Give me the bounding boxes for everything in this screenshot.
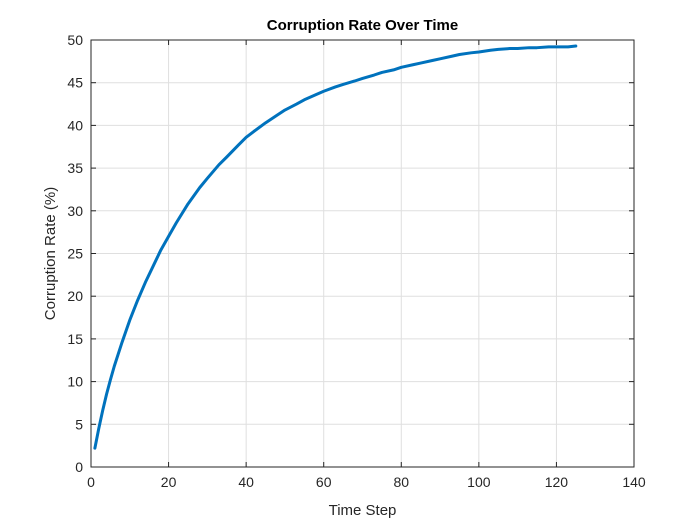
x-axis-label: Time Step [329,502,397,519]
x-tick-label: 0 [87,474,95,490]
y-tick-label: 40 [67,117,83,133]
y-tick-label: 20 [67,288,83,304]
series-line [93,44,578,450]
y-tick-label: 0 [75,459,83,475]
y-tick-label: 45 [67,75,83,91]
x-tick-label: 140 [622,474,646,490]
x-tick-label: 100 [467,474,491,490]
y-tick-label: 10 [67,374,83,390]
x-tick-label: 120 [545,474,569,490]
y-ticks: 0 5 10 15 20 25 30 35 40 45 50 [67,32,634,475]
y-tick-label: 35 [67,160,83,176]
y-axis-label: Corruption Rate (%) [42,187,59,320]
x-tick-label: 40 [238,474,254,490]
chart-title: Corruption Rate Over Time [267,17,458,34]
x-tick-label: 20 [161,474,177,490]
x-tick-label: 60 [316,474,332,490]
y-tick-label: 15 [67,331,83,347]
y-tick-label: 25 [67,246,83,262]
y-tick-label: 30 [67,203,83,219]
y-tick-label: 5 [75,416,83,432]
x-ticks: 0 20 40 60 80 100 120 140 [87,40,646,490]
series-layer [93,44,578,450]
x-tick-label: 80 [393,474,409,490]
y-tick-label: 50 [67,32,83,48]
